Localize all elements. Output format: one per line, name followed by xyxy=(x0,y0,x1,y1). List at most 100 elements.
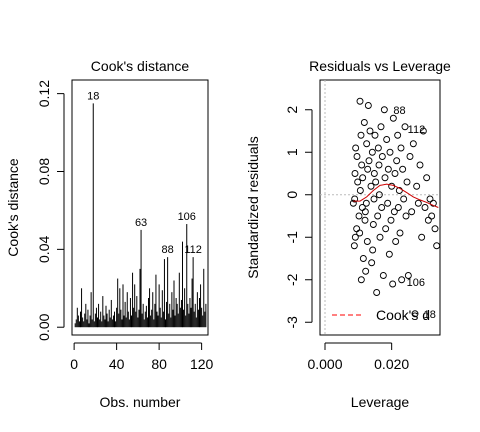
residual-point xyxy=(393,157,401,165)
residuals-vs-leverage-panel: Residuals vs Leverage Leverage Standardize… xyxy=(245,58,451,410)
y-axis-label: Standardized residuals xyxy=(245,136,261,278)
residual-point xyxy=(400,195,408,203)
residual-point xyxy=(406,153,414,160)
residual-point xyxy=(416,161,424,169)
residual-point xyxy=(351,170,359,177)
residual-point xyxy=(389,114,397,122)
y-tick-label: 0.12 xyxy=(36,80,52,107)
x-tick-label: 0.000 xyxy=(307,356,342,372)
x-tick-label: 40 xyxy=(109,356,125,372)
residual-point xyxy=(391,170,399,177)
x-tick-label: 80 xyxy=(151,356,167,372)
residual-point xyxy=(362,199,370,207)
residual-point xyxy=(388,182,396,190)
residual-point xyxy=(360,119,368,126)
residual-point xyxy=(428,212,436,220)
residual-point xyxy=(418,233,426,241)
residual-point xyxy=(385,250,393,258)
residual-point xyxy=(379,272,387,279)
residual-point xyxy=(368,259,376,267)
observation-label: 18 xyxy=(87,90,99,102)
residual-point xyxy=(378,153,386,160)
y-tick-label: 0.00 xyxy=(36,313,52,340)
residual-point xyxy=(373,289,381,296)
residual-point xyxy=(384,199,392,207)
residual-point xyxy=(349,199,357,207)
residual-point xyxy=(408,208,416,216)
residual-point xyxy=(378,204,386,211)
smoother-line xyxy=(353,183,439,208)
y-tick-label: 0.04 xyxy=(36,236,52,263)
residual-point xyxy=(413,182,421,190)
residual-point xyxy=(371,131,379,139)
residual-point xyxy=(421,204,429,211)
observation-label: 106 xyxy=(178,211,196,223)
residual-point xyxy=(419,127,427,135)
residual-point xyxy=(404,272,412,279)
y-tick-label: 2 xyxy=(284,106,300,114)
residual-point xyxy=(353,153,361,160)
residual-point xyxy=(356,187,364,194)
observation-label: 112 xyxy=(184,244,202,256)
y-tick-label: -1 xyxy=(284,231,300,244)
observation-label: 106 xyxy=(407,277,425,289)
residual-point xyxy=(358,161,366,169)
residual-point xyxy=(362,267,370,275)
observation-label: 112 xyxy=(408,124,426,136)
residual-point xyxy=(382,225,390,233)
residual-point xyxy=(387,216,395,224)
residual-point xyxy=(375,161,383,169)
residual-point xyxy=(374,144,382,152)
residual-point xyxy=(353,225,361,233)
y-tick-label: -3 xyxy=(284,316,300,329)
residual-point xyxy=(390,208,398,216)
residual-point xyxy=(357,131,365,139)
residual-point xyxy=(383,136,391,143)
residual-point xyxy=(351,195,359,203)
observation-label: 18 xyxy=(424,309,436,321)
residual-point xyxy=(411,310,419,318)
residual-point xyxy=(401,123,409,131)
residual-point xyxy=(350,242,358,250)
residual-point xyxy=(402,212,410,220)
observation-label: 88 xyxy=(393,105,405,117)
cooks-distance-panel: Cook's distance Obs. number Cook's distanc… xyxy=(5,58,214,410)
residual-point xyxy=(394,131,402,139)
residual-point xyxy=(403,178,411,186)
residual-point xyxy=(423,174,431,182)
residual-point xyxy=(372,178,380,186)
residual-point xyxy=(414,199,422,207)
residual-point xyxy=(356,97,364,105)
residual-point xyxy=(364,102,372,109)
residual-point xyxy=(386,148,394,156)
residual-point xyxy=(368,148,376,156)
chart-title: Residuals vs Leverage xyxy=(309,58,451,74)
residual-point xyxy=(361,208,369,216)
y-tick-label: 1 xyxy=(284,148,300,156)
residual-point xyxy=(374,212,382,220)
residual-point xyxy=(369,221,377,228)
residual-point xyxy=(389,280,397,288)
residual-point xyxy=(351,233,359,241)
x-tick-label: 0.020 xyxy=(374,356,409,372)
residual-point xyxy=(367,182,375,190)
residual-point xyxy=(381,174,389,182)
residual-point xyxy=(380,106,388,114)
residual-point xyxy=(363,140,371,148)
residual-point xyxy=(377,123,385,131)
residual-point xyxy=(356,229,364,237)
residual-point xyxy=(352,144,360,152)
residual-point xyxy=(384,165,392,173)
residual-point xyxy=(396,229,404,237)
y-axis-label: Cook's distance xyxy=(5,158,21,257)
residual-point xyxy=(397,144,405,152)
residual-point xyxy=(424,216,432,224)
residual-point xyxy=(375,191,383,199)
residual-point xyxy=(429,199,437,207)
residual-point xyxy=(370,195,378,203)
residual-point xyxy=(376,233,384,241)
residual-point xyxy=(426,195,434,203)
residual-point xyxy=(357,276,365,284)
residual-point xyxy=(359,255,367,262)
